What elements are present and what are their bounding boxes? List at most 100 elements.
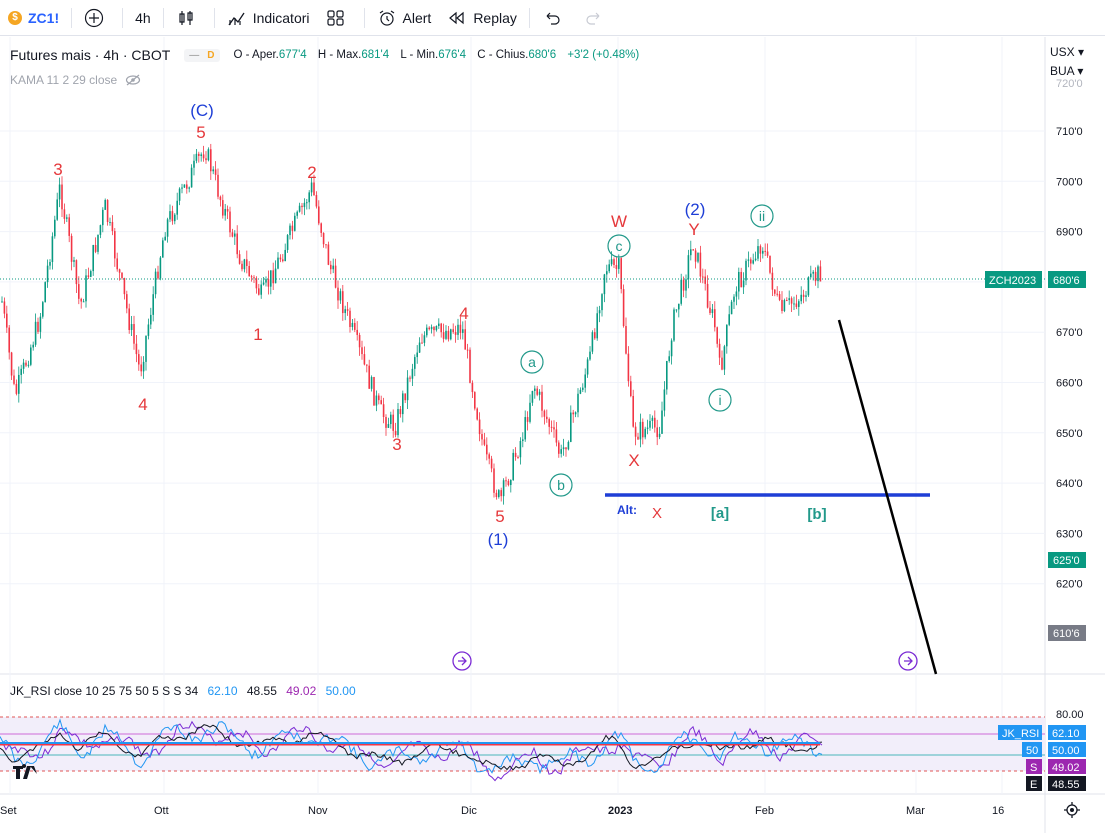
tradingview-logo-icon[interactable] bbox=[12, 764, 38, 785]
interval-button[interactable]: 4h bbox=[127, 0, 159, 36]
candle-body bbox=[445, 330, 447, 339]
replay-icon bbox=[449, 11, 464, 24]
session-marker-icon[interactable] bbox=[898, 651, 918, 671]
chart-area[interactable]: (C) 5 3 4 1 2 3 4 5 (1) W X (2) Y X [a] … bbox=[0, 37, 1105, 833]
rsi-fifty-tag: 50 bbox=[1026, 745, 1038, 757]
interval-label: 4h bbox=[135, 9, 151, 26]
alert-button[interactable]: Alert bbox=[369, 0, 440, 36]
candle-body bbox=[498, 490, 500, 497]
candle-body bbox=[169, 211, 171, 220]
currency-unit-menu[interactable]: USX ▾ BUA ▾ bbox=[1050, 43, 1084, 81]
undo-button[interactable] bbox=[534, 0, 576, 36]
candle-body bbox=[222, 200, 224, 216]
candle-body bbox=[740, 271, 742, 288]
open-label: O - Aper. bbox=[233, 49, 279, 61]
candle-body bbox=[493, 468, 495, 493]
candle-body bbox=[54, 219, 56, 237]
redo-icon bbox=[586, 12, 600, 25]
candle-body bbox=[450, 329, 452, 340]
kama-indicator-legend[interactable]: KAMA 11 2 29 close bbox=[10, 73, 141, 87]
candle-body bbox=[142, 361, 145, 372]
candle-body bbox=[313, 182, 315, 196]
price-tick: 640'0 bbox=[1056, 478, 1083, 490]
settings-icon[interactable] bbox=[1064, 802, 1080, 818]
candle-body bbox=[774, 289, 776, 294]
market-status-badge[interactable]: — D bbox=[184, 48, 220, 62]
rsi-s-tag: S bbox=[1030, 762, 1037, 774]
replay-button[interactable]: Replay bbox=[439, 0, 525, 36]
candle-body bbox=[349, 310, 351, 327]
change-value: +3'2 (+0.48%) bbox=[567, 49, 640, 61]
candle-body bbox=[543, 410, 546, 417]
candle-body bbox=[716, 327, 718, 344]
time-tick: Set bbox=[0, 805, 17, 817]
candle-body bbox=[433, 326, 435, 331]
candle-body bbox=[32, 344, 34, 348]
candle-body bbox=[44, 282, 46, 303]
chart-type-button[interactable] bbox=[168, 0, 210, 36]
redo-button[interactable] bbox=[576, 0, 618, 36]
candle-body bbox=[258, 288, 260, 295]
divider bbox=[363, 7, 365, 28]
price-tick: 660'0 bbox=[1056, 378, 1083, 390]
projection-line[interactable] bbox=[837, 319, 938, 675]
plus-circle-icon bbox=[85, 8, 104, 27]
candle-body bbox=[630, 381, 632, 396]
indicators-button[interactable]: Indicatori bbox=[219, 0, 318, 36]
candle-body bbox=[654, 417, 656, 428]
wave-label: 3 bbox=[392, 435, 401, 454]
candle-body bbox=[680, 279, 682, 304]
candle-body bbox=[188, 187, 190, 189]
candle-body bbox=[418, 342, 421, 353]
candle-body bbox=[500, 490, 502, 497]
candle-body bbox=[738, 271, 740, 292]
candle-body bbox=[514, 452, 517, 457]
candle-body bbox=[20, 368, 22, 375]
candle-body bbox=[1, 301, 3, 303]
wave-label: Y bbox=[688, 220, 699, 239]
candle-body bbox=[651, 417, 654, 421]
candle-body bbox=[92, 244, 94, 272]
candle-body bbox=[315, 195, 318, 207]
candle-body bbox=[58, 184, 61, 200]
candle-body bbox=[61, 184, 63, 210]
candle-body bbox=[670, 340, 673, 357]
candle-body bbox=[66, 217, 68, 219]
wave-label: W bbox=[611, 212, 627, 231]
candle-body bbox=[442, 332, 445, 339]
candle-body bbox=[457, 324, 459, 335]
rsi-value-4: 50.00 bbox=[325, 684, 356, 698]
candle-body bbox=[318, 206, 320, 224]
candle-body bbox=[798, 301, 800, 307]
candle-body bbox=[138, 354, 140, 365]
candle-body bbox=[762, 250, 764, 254]
session-marker-icon[interactable] bbox=[452, 651, 472, 671]
layouts-button[interactable] bbox=[318, 0, 360, 36]
unit-select[interactable]: BUA ▾ bbox=[1050, 62, 1084, 81]
candle-body bbox=[238, 254, 241, 264]
candle-body bbox=[147, 324, 150, 336]
rsi-line bbox=[0, 724, 823, 771]
currency-select[interactable]: USX ▾ bbox=[1050, 43, 1084, 62]
eye-hidden-icon[interactable] bbox=[125, 74, 141, 86]
symbol-search[interactable]: $ ZC1! bbox=[0, 0, 67, 36]
candle-body bbox=[783, 300, 786, 312]
price-tick-partial: 720'0 bbox=[1056, 78, 1083, 90]
candle-body bbox=[56, 199, 58, 220]
candle-body bbox=[3, 301, 6, 314]
candle-body bbox=[385, 417, 387, 428]
time-tick: Dic bbox=[461, 805, 477, 817]
candle-body bbox=[819, 266, 822, 282]
compare-button[interactable] bbox=[76, 0, 118, 36]
candle-body bbox=[440, 323, 442, 333]
candle-body bbox=[733, 296, 735, 302]
candle-body bbox=[471, 382, 474, 393]
candle-body bbox=[279, 257, 282, 260]
divider bbox=[122, 7, 124, 28]
candle-body bbox=[195, 153, 198, 161]
candle-body bbox=[344, 309, 346, 314]
candle-body bbox=[68, 217, 70, 236]
candle-body bbox=[752, 260, 754, 264]
rsi-s-value: 49.02 bbox=[1052, 762, 1080, 774]
chart-canvas[interactable]: (C) 5 3 4 1 2 3 4 5 (1) W X (2) Y X [a] … bbox=[0, 37, 1105, 833]
